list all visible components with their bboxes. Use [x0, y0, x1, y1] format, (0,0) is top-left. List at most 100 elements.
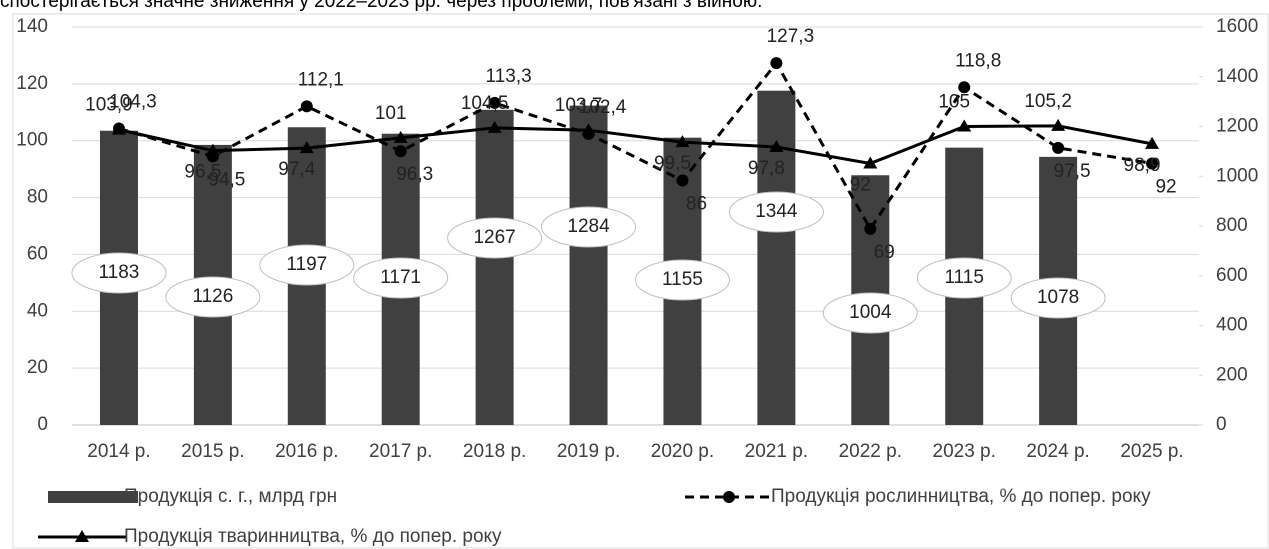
y-tick-label: 100	[16, 130, 48, 151]
y-tick-label: 120	[16, 73, 48, 94]
x-tick-label: 2022 р.	[839, 441, 902, 462]
marker	[863, 156, 878, 169]
marker	[864, 222, 877, 235]
data-label-bubble	[71, 252, 167, 294]
marker	[487, 120, 502, 133]
data-label: 94,5	[208, 169, 245, 190]
data-label-bubble	[447, 217, 543, 259]
bar	[475, 109, 514, 426]
marker	[394, 145, 407, 158]
marker	[1052, 141, 1065, 154]
marker	[581, 123, 596, 136]
data-label: 1171	[380, 267, 421, 288]
data-label-bubble	[1010, 277, 1106, 319]
data-label: 86	[686, 194, 707, 215]
y2-tick-label: 1600	[1216, 16, 1258, 37]
x-tick-label: 2019 р.	[557, 441, 620, 462]
y-tick-label: 60	[27, 243, 48, 264]
marker	[957, 119, 972, 132]
y2-tick-label: 1200	[1216, 116, 1258, 137]
data-label: 127,3	[767, 26, 815, 47]
data-label: 105,2	[1024, 91, 1072, 112]
data-label: 113,3	[486, 66, 532, 87]
data-label: 103,9	[85, 95, 133, 116]
data-label: 1004	[849, 302, 892, 323]
data-label: 112,1	[298, 69, 344, 90]
y-tick-label: 40	[27, 300, 48, 321]
y2-tick-label: 600	[1216, 265, 1248, 286]
data-label: 97,4	[278, 159, 315, 180]
data-label: 92	[850, 174, 871, 195]
x-tick-label: 2016 р.	[275, 441, 338, 462]
data-label: 69	[874, 242, 895, 263]
data-label: 97,5	[1054, 161, 1091, 182]
y-tick-label: 80	[27, 187, 48, 208]
data-label: 99,5	[654, 153, 691, 174]
data-label: 96,5	[184, 162, 221, 183]
data-label: 1078	[1037, 287, 1079, 308]
data-label: 97,8	[748, 158, 785, 179]
data-label-bubble	[916, 257, 1012, 299]
x-tick-label: 2015 р.	[181, 441, 244, 462]
data-label: 1284	[567, 216, 610, 237]
marker	[1146, 157, 1159, 170]
y2-tick-label: 800	[1216, 215, 1248, 236]
x-tick-label: 2020 р.	[651, 441, 714, 462]
data-label: 118,8	[955, 50, 1001, 71]
data-label: 103,7	[555, 95, 603, 116]
data-label-bubble	[541, 206, 637, 248]
y2-tick-label: 0	[1216, 414, 1227, 435]
y-tick-label: 20	[27, 357, 48, 378]
marker	[300, 100, 313, 113]
data-label-bubble	[634, 259, 730, 301]
y2-tick-label: 1000	[1216, 165, 1258, 186]
y2-tick-label: 400	[1216, 315, 1248, 336]
data-label: 1267	[473, 227, 515, 248]
data-label: 104,3	[109, 92, 157, 113]
y-tick-label: 0	[37, 414, 48, 435]
line	[118, 124, 1153, 166]
marker	[1145, 136, 1160, 149]
chart-border	[12, 13, 1269, 549]
legend-label: Продукція рослинництва, % до попер. року	[771, 486, 1151, 507]
data-label: 102,4	[579, 97, 627, 118]
marker	[770, 57, 783, 70]
marker	[205, 143, 220, 156]
x-tick-label: 2018 р.	[463, 441, 526, 462]
y-tick-label: 140	[16, 16, 48, 37]
legend-marker	[723, 491, 735, 503]
data-label-bubble	[259, 244, 355, 286]
legend-marker	[75, 530, 89, 542]
data-label-bubble	[822, 292, 918, 334]
legend-label: Продукція тваринництва, % до попер. року	[124, 526, 502, 547]
x-tick-label: 2017 р.	[369, 441, 432, 462]
y2-tick-label: 200	[1216, 364, 1248, 385]
data-label: 1344	[755, 201, 798, 222]
bar	[569, 105, 608, 425]
x-tick-label: 2024 р.	[1026, 441, 1089, 462]
legend-swatch	[48, 491, 138, 503]
y2-tick-label: 1400	[1216, 66, 1258, 87]
data-label: 1115	[944, 267, 983, 288]
marker	[675, 135, 690, 148]
data-label-bubble	[165, 276, 261, 318]
marker	[393, 130, 408, 143]
subtitle: спостерігається значне зниження у 2022–2…	[0, 0, 762, 12]
x-tick-label: 2025 р.	[1120, 441, 1183, 462]
data-label: 96,3	[396, 164, 433, 185]
marker	[1051, 118, 1066, 131]
x-tick-label: 2021 р.	[745, 441, 808, 462]
marker	[769, 139, 784, 152]
data-label: 1126	[192, 286, 233, 307]
marker	[676, 174, 689, 187]
marker	[488, 96, 501, 109]
marker	[111, 122, 126, 135]
data-label-bubble	[353, 257, 449, 299]
data-label: 105	[938, 92, 970, 113]
data-label: 101	[375, 103, 407, 124]
data-label: 104,5	[461, 93, 509, 114]
data-label: 1183	[99, 262, 140, 283]
legend-label: Продукція с. г., млрд грн	[124, 486, 337, 507]
data-label: 1155	[662, 269, 703, 290]
